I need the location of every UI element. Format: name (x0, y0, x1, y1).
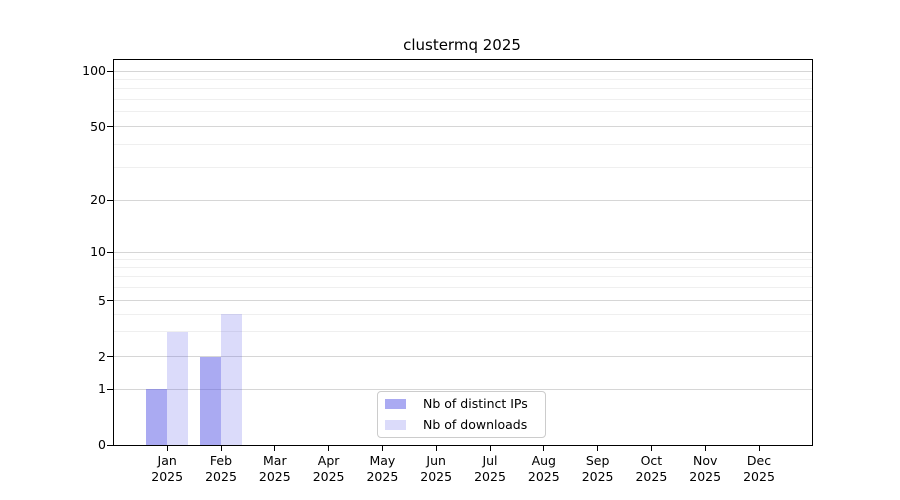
legend-item-downloads: Nb of downloads (378, 416, 545, 434)
x-tick-label: Mar 2025 (258, 453, 291, 484)
gridline-minor (114, 331, 812, 333)
legend-swatch-distinct-ips (385, 399, 406, 409)
y-tick-label: 1 (98, 381, 106, 396)
plot-area: 0 1 2 5 10 20 50 100 Jan 2025 Feb 2025 Mar 2025 Apr… (82, 59, 813, 484)
gridline-minor (114, 287, 812, 289)
gridline-major (114, 199, 812, 201)
x-tick-label: Jun 2025 (420, 453, 453, 484)
x-tick-label: Sep 2025 (581, 453, 614, 484)
x-axis-tick (758, 446, 760, 451)
x-axis-tick (597, 446, 599, 451)
gridline-major (114, 300, 812, 301)
x-axis-tick (704, 446, 706, 451)
x-axis-tick (489, 446, 491, 451)
bar-downloads (221, 314, 242, 445)
gridline-minor (114, 99, 812, 101)
x-tick-label: Jan 2025 (151, 453, 184, 484)
x-tick-label: Oct 2025 (635, 453, 668, 484)
y-tick-label: 2 (98, 348, 106, 364)
gridline-minor (114, 166, 812, 168)
y-axis-tick (107, 199, 114, 201)
gridline-major (114, 251, 812, 253)
x-axis-tick (166, 446, 168, 451)
x-axis-tick (274, 446, 276, 451)
y-tick-label: 0 (98, 437, 106, 452)
x-axis-tick (543, 446, 545, 451)
legend: Nb of distinct IPs Nb of downloads (377, 391, 546, 438)
y-tick-label: 5 (98, 292, 106, 308)
legend-swatch-downloads (385, 420, 406, 430)
y-tick-label: 10 (90, 244, 106, 259)
x-axis-tick (435, 446, 437, 451)
legend-label-downloads: Nb of downloads (423, 417, 528, 432)
x-tick-label: Nov 2025 (689, 453, 722, 484)
bar-distinct-ips (146, 389, 168, 445)
gridline-minor (114, 313, 812, 315)
x-axis-tick (328, 446, 330, 451)
x-axis-tick (650, 446, 652, 451)
y-axis-tick (107, 300, 114, 301)
x-tick-label: Dec 2025 (743, 453, 775, 484)
y-tick-label: 20 (90, 192, 106, 207)
gridline-minor (114, 258, 812, 260)
gridline-minor (114, 111, 812, 113)
chart-title: clustermq 2025 (403, 36, 521, 54)
gridline-minor (114, 78, 812, 80)
x-axis-tick (220, 446, 222, 451)
legend-item-distinct-ips: Nb of distinct IPs (378, 395, 545, 413)
gridline-minor (114, 267, 812, 269)
y-axis-tick (107, 356, 114, 357)
y-axis-tick (107, 388, 114, 390)
x-axis-tick (381, 446, 383, 451)
y-tick-label: 50 (90, 118, 106, 134)
gridline-minor (114, 276, 812, 278)
gridline-minor (114, 88, 812, 90)
x-tick-label: Feb 2025 (205, 453, 237, 484)
x-tick-label: May 2025 (366, 453, 399, 484)
gridline-minor (114, 143, 812, 145)
gridline-major (114, 70, 812, 72)
bar-downloads (167, 331, 189, 445)
y-axis-tick (107, 251, 114, 253)
x-tick-label: Apr 2025 (312, 453, 345, 484)
gridline-major (114, 356, 812, 357)
y-axis-tick (107, 70, 114, 72)
bar-distinct-ips (200, 356, 221, 445)
x-tick-label: Jul 2025 (474, 453, 506, 484)
x-tick-label: Aug 2025 (527, 453, 560, 484)
gridline-major (114, 388, 812, 390)
legend-label-distinct-ips: Nb of distinct IPs (423, 396, 528, 411)
y-tick-label: 100 (82, 63, 106, 78)
gridline-major (114, 126, 812, 127)
y-axis-tick (107, 444, 114, 446)
y-axis-tick (107, 126, 114, 127)
